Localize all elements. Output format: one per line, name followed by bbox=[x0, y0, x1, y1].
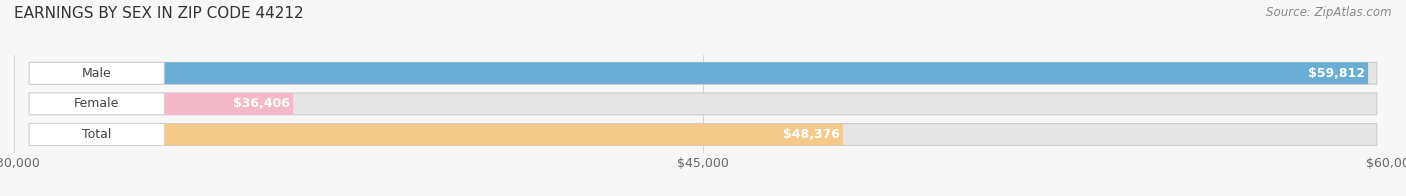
Text: $48,376: $48,376 bbox=[783, 128, 839, 141]
FancyBboxPatch shape bbox=[30, 62, 165, 84]
Text: Male: Male bbox=[82, 67, 111, 80]
Text: Female: Female bbox=[75, 97, 120, 110]
Text: $36,406: $36,406 bbox=[233, 97, 290, 110]
FancyBboxPatch shape bbox=[30, 124, 165, 145]
FancyBboxPatch shape bbox=[30, 124, 844, 145]
FancyBboxPatch shape bbox=[30, 93, 165, 115]
Text: $59,812: $59,812 bbox=[1308, 67, 1365, 80]
FancyBboxPatch shape bbox=[30, 124, 1376, 145]
Text: EARNINGS BY SEX IN ZIP CODE 44212: EARNINGS BY SEX IN ZIP CODE 44212 bbox=[14, 6, 304, 21]
Text: Total: Total bbox=[82, 128, 111, 141]
FancyBboxPatch shape bbox=[30, 93, 292, 115]
Text: Source: ZipAtlas.com: Source: ZipAtlas.com bbox=[1267, 6, 1392, 19]
FancyBboxPatch shape bbox=[30, 93, 1376, 115]
FancyBboxPatch shape bbox=[30, 62, 1368, 84]
FancyBboxPatch shape bbox=[30, 62, 1376, 84]
